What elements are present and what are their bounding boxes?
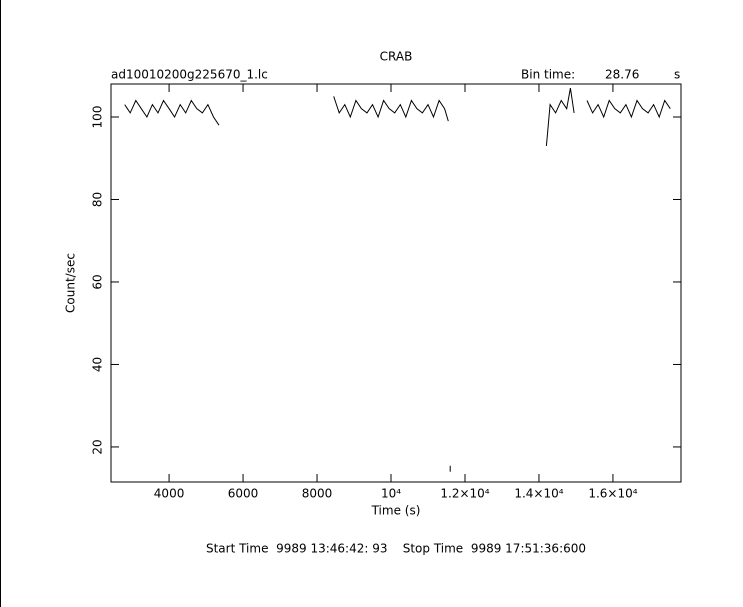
plot-frame <box>110 83 682 483</box>
bin-unit: s <box>674 68 680 82</box>
x-tick-label: 10⁴ <box>381 487 401 501</box>
y-tick-label: 60 <box>91 274 105 289</box>
light-curve <box>124 88 671 472</box>
footer: Start Time 9989 13:46:42: 93 Stop Time 9… <box>206 542 586 556</box>
x-tick-label: 1.2×10⁴ <box>440 487 489 501</box>
bin-label: Bin time: <box>521 68 575 82</box>
y-tick-label: 20 <box>91 439 105 454</box>
x-tick-label: 8000 <box>302 487 333 501</box>
x-axis-label: Time (s) <box>371 504 421 518</box>
x-tick-label: 4000 <box>154 487 185 501</box>
y-axis-label: Count/sec <box>64 253 78 313</box>
file-label: ad10010200g225670_1.lc <box>111 68 268 82</box>
y-tick-label: 100 <box>91 106 105 129</box>
bin-value: 28.76 <box>605 68 639 82</box>
x-tick-label: 1.4×10⁴ <box>514 487 563 501</box>
x-tick-label: 1.6×10⁴ <box>588 487 637 501</box>
y-tick-label: 80 <box>91 192 105 207</box>
y-tick-label: 40 <box>91 357 105 372</box>
x-tick-label: 6000 <box>228 487 259 501</box>
chart-title: CRAB <box>380 50 413 64</box>
